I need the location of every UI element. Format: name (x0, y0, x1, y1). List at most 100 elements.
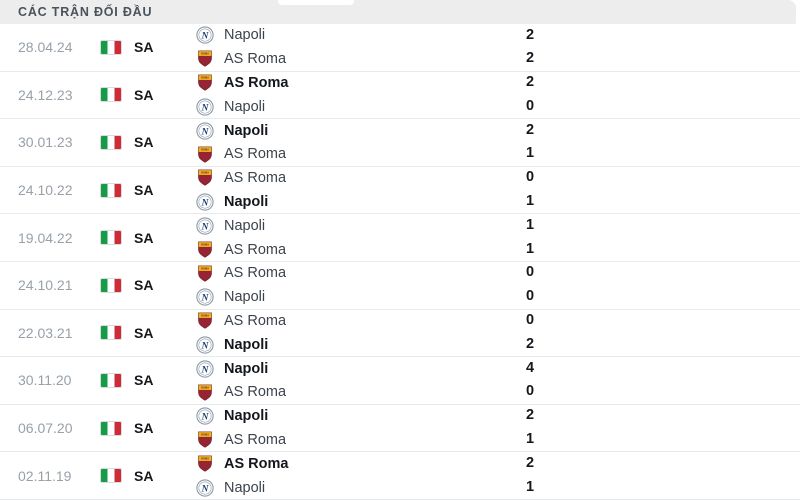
roma-logo: ROMA (196, 50, 214, 68)
napoli-logo: N (196, 359, 214, 378)
team-score: 0 (525, 288, 535, 305)
match-row[interactable]: 24.10.22 SA ROMA AS Roma N Napoli 0 1 (0, 166, 800, 215)
team-line: ROMA AS Roma (196, 452, 288, 476)
svg-text:ROMA: ROMA (201, 385, 209, 389)
team-line: N Napoli (196, 214, 286, 238)
teams: N Napoli ROMA AS Roma (196, 357, 286, 405)
team-score: 1 (525, 240, 535, 257)
match-row[interactable]: 19.04.22 SA N Napoli ROMA AS Roma 1 1 (0, 214, 800, 262)
match-date: 30.11.20 (18, 372, 72, 389)
italy-flag-icon (100, 182, 122, 198)
match-row[interactable]: 02.11.19 SA ROMA AS Roma N Napoli 2 1 (0, 452, 800, 500)
team-name: AS Roma (224, 74, 289, 91)
team-score: 2 (525, 121, 535, 138)
team-name: AS Roma (224, 384, 287, 401)
team-score: 1 (525, 145, 535, 162)
roma-logo: ROMA (196, 169, 214, 187)
league-label: SA (134, 324, 154, 341)
team-score: 0 (525, 383, 535, 400)
scores: 2 1 (520, 119, 540, 166)
league-label: SA (134, 134, 154, 151)
team-name: Napoli (224, 217, 266, 234)
competition: SA (100, 134, 196, 150)
match-list: 28.04.24 SA N Napoli ROMA AS Roma 2 2 24… (0, 24, 800, 500)
team-line: N Napoli (196, 357, 286, 381)
svg-text:N: N (201, 484, 210, 494)
scores: 2 1 (520, 452, 540, 499)
competition: SA (100, 87, 196, 103)
match-date: 02.11.19 (18, 467, 72, 484)
italy-flag-icon (100, 277, 122, 293)
scrollbar-thumb[interactable] (278, 0, 354, 5)
team-line: N Napoli (196, 333, 286, 357)
team-score: 1 (525, 431, 535, 448)
team-score: 4 (525, 359, 535, 376)
team-name: Napoli (224, 98, 266, 115)
team-score: 1 (525, 478, 535, 495)
league-label: SA (134, 86, 154, 103)
team-line: ROMA AS Roma (196, 71, 288, 95)
italy-flag-icon (100, 87, 122, 103)
team-line: ROMA AS Roma (196, 238, 286, 262)
team-line: N Napoli (196, 95, 288, 119)
team-line: ROMA AS Roma (196, 309, 286, 333)
match-row[interactable]: 22.03.21 SA ROMA AS Roma N Napoli 0 2 (0, 309, 800, 358)
match-row[interactable]: 24.10.21 SA ROMA AS Roma N Napoli 0 0 (0, 261, 800, 310)
roma-logo: ROMA (196, 145, 214, 163)
match-date: 19.04.22 (18, 229, 73, 246)
team-name: AS Roma (224, 455, 289, 472)
team-line: N Napoli (196, 24, 286, 48)
teams: N Napoli ROMA AS Roma (196, 214, 286, 262)
competition: SA (100, 420, 196, 436)
match-row[interactable]: 30.11.20 SA N Napoli ROMA AS Roma 4 0 (0, 357, 800, 405)
svg-text:N: N (201, 365, 210, 375)
svg-text:N: N (201, 103, 210, 113)
league-label: SA (134, 229, 154, 246)
scores: 0 1 (520, 167, 540, 214)
svg-text:ROMA: ROMA (201, 242, 209, 246)
svg-text:N: N (201, 198, 210, 208)
team-score: 0 (525, 264, 535, 281)
svg-text:ROMA: ROMA (201, 76, 209, 80)
match-row[interactable]: 28.04.24 SA N Napoli ROMA AS Roma 2 2 (0, 24, 800, 72)
match-row[interactable]: 06.07.20 SA N Napoli ROMA AS Roma 2 1 (0, 404, 800, 453)
roma-logo: ROMA (196, 431, 214, 449)
head-to-head-header: CÁC TRẬN ĐỐI ĐẦU (0, 0, 796, 24)
team-line: ROMA AS Roma (196, 166, 286, 190)
team-name: AS Roma (224, 51, 287, 68)
roma-logo: ROMA (196, 241, 214, 259)
team-line: N Napoli (196, 285, 286, 309)
svg-text:ROMA: ROMA (201, 433, 209, 437)
svg-text:N: N (201, 127, 210, 137)
team-score: 2 (525, 74, 535, 91)
team-name: AS Roma (224, 241, 287, 258)
svg-text:ROMA: ROMA (201, 456, 209, 460)
teams: ROMA AS Roma N Napoli (196, 71, 288, 119)
competition: SA (100, 372, 196, 388)
section-title: CÁC TRẬN ĐỐI ĐẦU (18, 5, 153, 19)
svg-text:ROMA: ROMA (201, 147, 209, 151)
team-name: Napoli (224, 193, 269, 210)
match-date: 22.03.21 (18, 324, 73, 341)
team-line: N Napoli (196, 404, 286, 428)
match-row[interactable]: 24.12.23 SA ROMA AS Roma N Napoli 2 0 (0, 71, 800, 120)
italy-flag-icon (100, 230, 122, 246)
teams: N Napoli ROMA AS Roma (196, 119, 286, 167)
team-score: 2 (525, 454, 535, 471)
napoli-logo: N (196, 121, 214, 140)
team-name: AS Roma (224, 431, 287, 448)
svg-text:ROMA: ROMA (201, 314, 209, 318)
team-name: AS Roma (224, 146, 287, 163)
match-date: 24.10.22 (18, 182, 73, 199)
team-name: Napoli (224, 408, 269, 425)
teams: N Napoli ROMA AS Roma (196, 24, 286, 72)
team-line: N Napoli (196, 119, 286, 143)
match-date: 24.12.23 (18, 86, 73, 103)
match-date: 06.07.20 (18, 420, 73, 437)
team-score: 2 (525, 50, 535, 67)
team-line: ROMA AS Roma (196, 261, 286, 285)
team-line: ROMA AS Roma (196, 380, 286, 404)
competition: SA (100, 468, 196, 484)
team-line: ROMA AS Roma (196, 47, 286, 71)
match-row[interactable]: 30.01.23 SA N Napoli ROMA AS Roma 2 1 (0, 119, 800, 167)
